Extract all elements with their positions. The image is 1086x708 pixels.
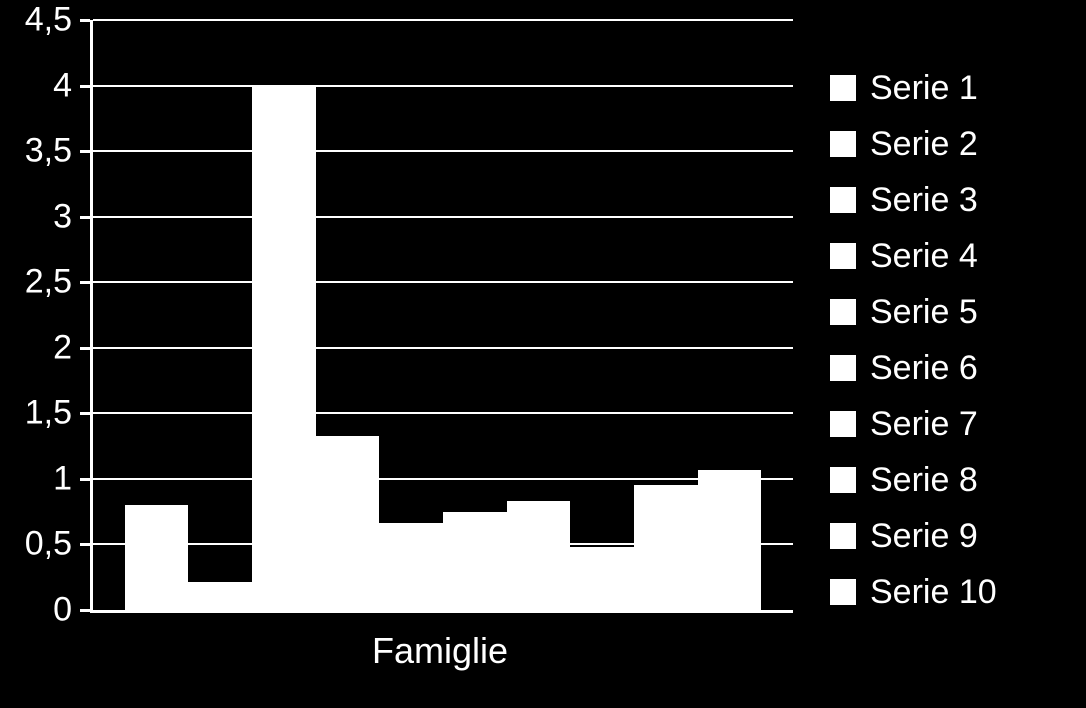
legend-label: Serie 9 — [870, 517, 978, 556]
y-tick — [80, 281, 90, 284]
y-tick-label: 0,5 — [12, 525, 72, 564]
legend-swatch — [830, 187, 856, 213]
legend-item: Serie 2 — [830, 116, 997, 172]
legend: Serie 1 Serie 2 Serie 3 Serie 4 Serie 5 Serie… — [830, 60, 997, 620]
legend-item: Serie 4 — [830, 228, 997, 284]
y-tick — [80, 347, 90, 350]
y-tick-label: 0 — [12, 591, 72, 630]
gridline — [93, 412, 793, 414]
legend-item: Serie 7 — [830, 396, 997, 452]
legend-swatch — [830, 243, 856, 269]
legend-item: Serie 3 — [830, 172, 997, 228]
y-tick-label: 2 — [12, 328, 72, 367]
bar — [316, 436, 380, 610]
gridline — [93, 478, 793, 480]
y-tick-label: 3,5 — [12, 132, 72, 171]
legend-label: Serie 4 — [870, 237, 978, 276]
legend-item: Serie 8 — [830, 452, 997, 508]
legend-swatch — [830, 523, 856, 549]
bar — [443, 512, 507, 610]
legend-swatch — [830, 411, 856, 437]
bar — [570, 547, 634, 610]
legend-item: Serie 10 — [830, 564, 997, 620]
y-tick-label: 4 — [12, 66, 72, 105]
legend-swatch — [830, 355, 856, 381]
legend-item: Serie 6 — [830, 340, 997, 396]
y-tick-label: 3 — [12, 197, 72, 236]
y-tick — [80, 412, 90, 415]
legend-label: Serie 1 — [870, 69, 978, 108]
gridline — [93, 347, 793, 349]
legend-swatch — [830, 579, 856, 605]
y-tick — [80, 478, 90, 481]
legend-label: Serie 8 — [870, 461, 978, 500]
legend-label: Serie 7 — [870, 405, 978, 444]
y-tick — [80, 609, 90, 612]
bar-chart: Famiglie Serie 1Serie 2Serie 3Serie 4Ser… — [0, 0, 1086, 708]
legend-label: Serie 6 — [870, 349, 978, 388]
legend-item: Serie 5 — [830, 284, 997, 340]
legend-swatch — [830, 299, 856, 325]
legend-swatch — [830, 467, 856, 493]
legend-label: Serie 10 — [870, 573, 997, 612]
y-tick — [80, 150, 90, 153]
bar — [188, 582, 252, 610]
legend-item: Serie 9 — [830, 508, 997, 564]
gridline — [93, 85, 793, 87]
legend-label: Serie 3 — [870, 181, 978, 220]
bar — [125, 505, 189, 610]
y-tick-label: 4,5 — [12, 1, 72, 40]
legend-item: Serie 1 — [830, 60, 997, 116]
bar — [507, 501, 571, 610]
legend-label: Serie 2 — [870, 125, 978, 164]
bar — [252, 86, 316, 610]
y-tick-label: 1 — [12, 459, 72, 498]
bar — [379, 523, 443, 610]
gridline — [93, 19, 793, 21]
gridline — [93, 150, 793, 152]
y-tick — [80, 543, 90, 546]
y-tick-label: 2,5 — [12, 263, 72, 302]
y-tick — [80, 216, 90, 219]
y-tick — [80, 19, 90, 22]
plot-area — [90, 20, 793, 613]
legend-swatch — [830, 75, 856, 101]
bar — [634, 485, 698, 610]
gridline — [93, 281, 793, 283]
legend-label: Serie 5 — [870, 293, 978, 332]
gridline — [93, 216, 793, 218]
y-tick-label: 1,5 — [12, 394, 72, 433]
bar — [698, 470, 762, 610]
legend-swatch — [830, 131, 856, 157]
y-tick — [80, 85, 90, 88]
x-axis-title: Famiglie — [372, 630, 508, 672]
